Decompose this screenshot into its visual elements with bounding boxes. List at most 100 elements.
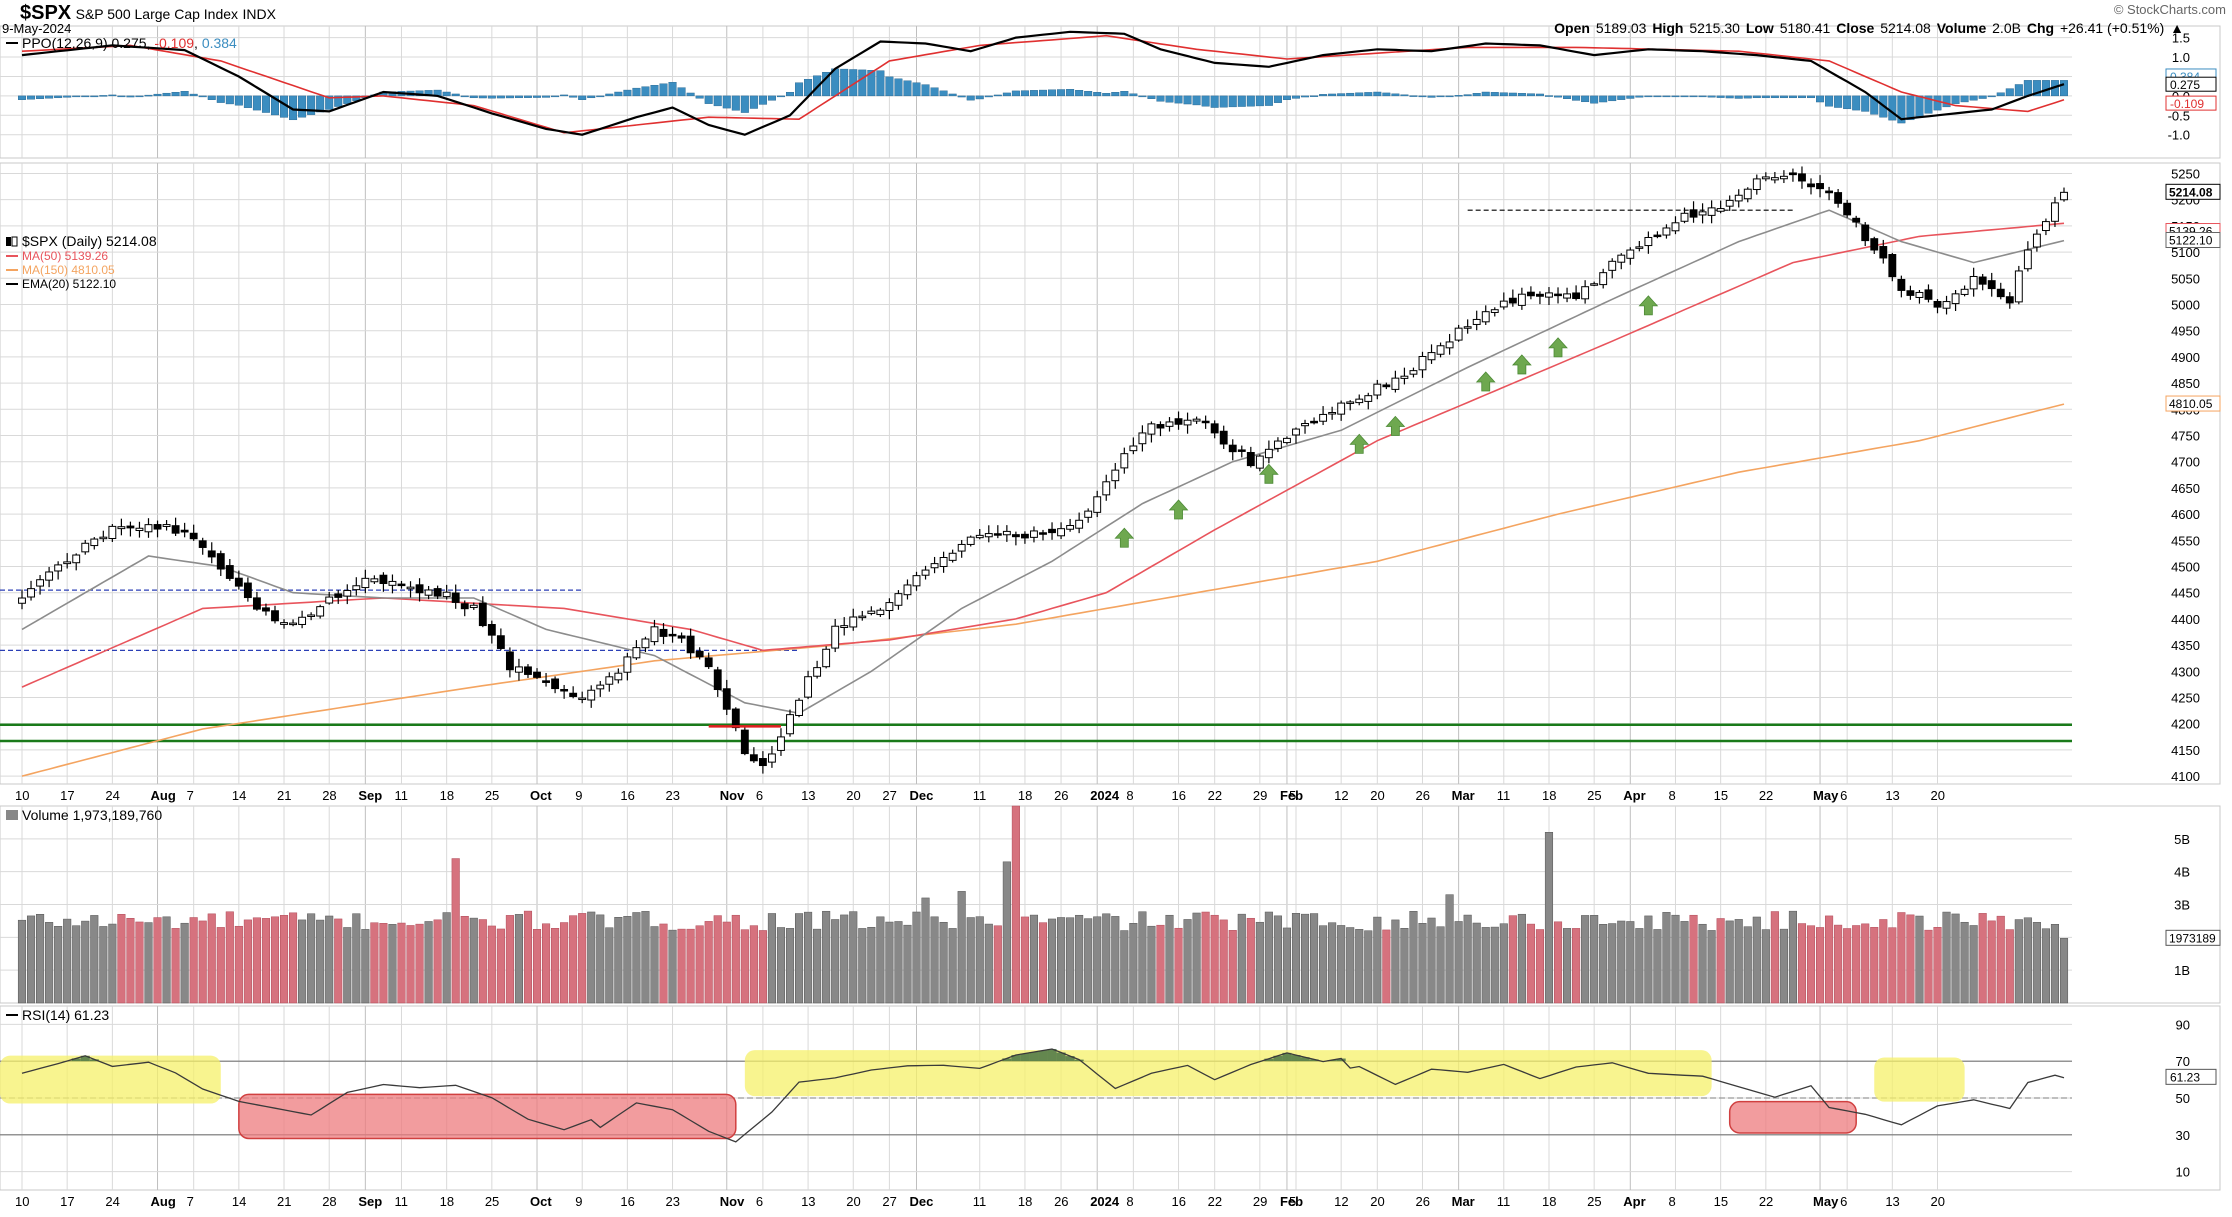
candle-body bbox=[1508, 297, 1517, 304]
candle bbox=[1373, 379, 1382, 400]
ppo-histogram-bar bbox=[1472, 93, 1481, 97]
ppo-histogram-bar bbox=[1201, 95, 1210, 107]
candle-body bbox=[1689, 209, 1698, 218]
volume-bar bbox=[1806, 925, 1816, 1004]
high-value: 5215.30 bbox=[1689, 20, 1740, 36]
candle-body bbox=[1680, 212, 1689, 222]
volume-bar bbox=[542, 923, 551, 1004]
x-tick-label: Sep bbox=[358, 1194, 382, 1209]
ppo-histogram-bar bbox=[1816, 95, 1825, 103]
candle bbox=[1201, 415, 1210, 429]
candle bbox=[1879, 239, 1888, 264]
ppo-histogram-bar bbox=[27, 95, 36, 100]
candle bbox=[1942, 295, 1951, 315]
candle bbox=[189, 524, 198, 541]
volume-bar bbox=[867, 926, 876, 1004]
chart-date: 9-May-2024 bbox=[2, 21, 72, 36]
candle bbox=[515, 658, 523, 681]
ppo-histogram-bar bbox=[1698, 95, 1707, 98]
volume-bar bbox=[1183, 919, 1192, 1004]
candle-body bbox=[415, 584, 424, 594]
volume-bar bbox=[1093, 916, 1102, 1004]
volume-bar bbox=[1310, 913, 1319, 1004]
candle-body bbox=[325, 596, 334, 604]
ppo-histogram-bar bbox=[614, 91, 623, 97]
ppo-histogram-bar bbox=[1165, 95, 1174, 103]
candle-body bbox=[307, 614, 316, 617]
candle-body bbox=[424, 589, 433, 596]
candle-body bbox=[379, 574, 388, 585]
ppo-histogram-bar bbox=[1797, 95, 1806, 99]
candle bbox=[1626, 247, 1635, 265]
candle-body bbox=[1870, 238, 1879, 251]
candle bbox=[307, 612, 316, 621]
candle bbox=[1400, 367, 1409, 385]
symbol[interactable]: $SPX bbox=[20, 2, 72, 24]
volume-bar bbox=[551, 928, 560, 1004]
x-tick-label: 26 bbox=[1054, 788, 1068, 803]
volume-bar bbox=[361, 929, 370, 1004]
green-up-arrow-icon bbox=[1638, 295, 1659, 316]
candle bbox=[1499, 292, 1508, 310]
candle bbox=[1111, 462, 1120, 489]
ppo-histogram-bar bbox=[822, 71, 831, 97]
candle bbox=[361, 569, 370, 594]
ppo-histogram-bar bbox=[1282, 95, 1291, 100]
candle bbox=[1671, 216, 1680, 235]
price-tick-label: 4250 bbox=[2171, 691, 2200, 706]
copyright[interactable]: © StockCharts.com bbox=[2113, 2, 2226, 17]
volume-bar bbox=[72, 925, 81, 1004]
candle-body bbox=[1057, 528, 1066, 537]
rsi-overbought-zone bbox=[0, 1055, 221, 1104]
high-label: High bbox=[1652, 20, 1684, 36]
rsi-overbought-fill bbox=[89, 1059, 99, 1062]
ppo-histogram-bar bbox=[1463, 94, 1472, 97]
ppo-histogram-bar bbox=[623, 89, 632, 97]
rsi-overbought-fill bbox=[1065, 1056, 1075, 1062]
price-tick-label: 4300 bbox=[2171, 664, 2200, 679]
ppo-histogram-bar bbox=[1048, 89, 1057, 97]
ppo-histogram-bar bbox=[1662, 95, 1671, 98]
candle-body bbox=[1192, 418, 1201, 422]
candle bbox=[433, 585, 442, 600]
price-tick-label: 4200 bbox=[2171, 717, 2200, 732]
ppo-histogram-bar bbox=[1843, 95, 1852, 110]
candle-body bbox=[72, 554, 81, 564]
candle-body bbox=[1969, 275, 1978, 290]
candle-body bbox=[316, 606, 325, 617]
volume-bar bbox=[1942, 911, 1951, 1004]
x-tick-label: 23 bbox=[666, 1194, 680, 1209]
candle-body bbox=[496, 635, 505, 649]
candle-body bbox=[1147, 423, 1156, 435]
volume-bar bbox=[1228, 930, 1237, 1004]
ppo-histogram-bar bbox=[587, 95, 596, 99]
ppo-histogram-bar bbox=[261, 95, 270, 113]
candle-body bbox=[1987, 280, 1996, 290]
ppo-histogram-bar bbox=[578, 95, 587, 100]
volume-bar bbox=[370, 922, 379, 1004]
x-tick-label: 24 bbox=[105, 788, 119, 803]
candle-body bbox=[36, 579, 45, 587]
ppo-histogram-bar bbox=[1563, 95, 1572, 99]
candle-body bbox=[1391, 377, 1400, 390]
ppo-histogram-bar bbox=[1517, 93, 1526, 97]
volume-bar bbox=[1337, 925, 1346, 1004]
x-tick-label: 11 bbox=[1497, 1194, 1511, 1209]
ppo-histogram-bar bbox=[1138, 95, 1147, 98]
x-tick-label: May bbox=[1813, 788, 1839, 803]
candle-body bbox=[948, 552, 957, 561]
candle bbox=[1852, 215, 1861, 228]
rsi-overbought-fill bbox=[1309, 1059, 1319, 1062]
candle-body bbox=[1942, 301, 1951, 309]
candle-body bbox=[1581, 286, 1590, 300]
candle-body bbox=[1346, 401, 1355, 404]
candle-body bbox=[1481, 311, 1490, 323]
candle bbox=[252, 591, 261, 611]
candle bbox=[1391, 370, 1400, 393]
volume-bar bbox=[1147, 925, 1156, 1004]
volume-bar bbox=[722, 921, 731, 1004]
x-tick-label: 29 bbox=[1253, 1194, 1267, 1209]
ohlc-summary: Open 5189.03 High 5215.30 Low 5180.41 Cl… bbox=[1552, 20, 2184, 36]
ppo-panel bbox=[0, 25, 2221, 159]
